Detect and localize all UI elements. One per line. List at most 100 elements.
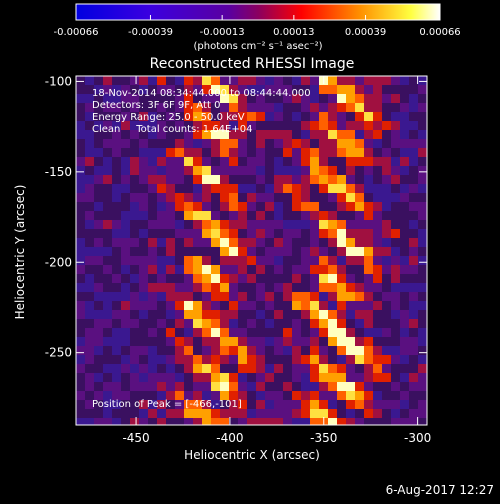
heatmap-cell (103, 220, 112, 229)
heatmap-cell (337, 355, 346, 364)
heatmap-cell (364, 400, 373, 409)
heatmap-cell (328, 157, 337, 166)
heatmap-cell (220, 220, 229, 229)
heatmap-cell (328, 328, 337, 337)
heatmap-cell (121, 157, 130, 166)
heatmap-cell (373, 328, 382, 337)
heatmap-cell (112, 283, 121, 292)
heatmap-cell (256, 355, 265, 364)
heatmap-cell (400, 373, 409, 382)
heatmap-cell (112, 85, 121, 94)
heatmap-cell (148, 175, 157, 184)
heatmap-cell (256, 193, 265, 202)
heatmap-cell (211, 157, 220, 166)
heatmap-cell (292, 85, 301, 94)
heatmap-cell (310, 238, 319, 247)
heatmap-cell (310, 346, 319, 355)
heatmap-cell (265, 193, 274, 202)
heatmap-cell (256, 229, 265, 238)
heatmap-cell (103, 400, 112, 409)
heatmap-cell (103, 373, 112, 382)
heatmap-cell (310, 184, 319, 193)
heatmap-cell (301, 94, 310, 103)
heatmap-cell (337, 319, 346, 328)
heatmap-cell (274, 175, 283, 184)
heatmap-cell (193, 229, 202, 238)
heatmap-cell (121, 112, 130, 121)
heatmap-cell (310, 328, 319, 337)
heatmap-cell (103, 139, 112, 148)
heatmap-cell (220, 346, 229, 355)
heatmap-cell (148, 418, 157, 425)
heatmap-cell (247, 328, 256, 337)
heatmap-cell (85, 130, 94, 139)
heatmap-cell (130, 247, 139, 256)
heatmap-cell (310, 391, 319, 400)
heatmap-cell (130, 310, 139, 319)
heatmap-cell (85, 274, 94, 283)
heatmap-cell (319, 175, 328, 184)
heatmap-cell (346, 274, 355, 283)
heatmap-cell (391, 211, 400, 220)
heatmap-cell (346, 391, 355, 400)
heatmap-cell (76, 346, 85, 355)
heatmap-cell (184, 256, 193, 265)
heatmap-cell (382, 337, 391, 346)
heatmap-cell (337, 265, 346, 274)
heatmap-cell (166, 409, 175, 418)
heatmap-cell (130, 184, 139, 193)
heatmap-cell (220, 256, 229, 265)
heatmap-cell (139, 121, 148, 130)
heatmap-cell (130, 274, 139, 283)
heatmap-cell (382, 220, 391, 229)
heatmap-cell (175, 103, 184, 112)
heatmap-cell (283, 139, 292, 148)
heatmap-cell (409, 391, 418, 400)
heatmap-cell (265, 166, 274, 175)
heatmap-cell (418, 157, 427, 166)
chart-title: Reconstructed RHESSI Image (150, 56, 355, 72)
heatmap-cell (202, 382, 211, 391)
heatmap-cell (202, 418, 211, 425)
heatmap-cell (121, 175, 130, 184)
heatmap-cell (418, 130, 427, 139)
heatmap-cell (319, 130, 328, 139)
heatmap-cell (283, 157, 292, 166)
heatmap-cell (256, 274, 265, 283)
heatmap-cell (130, 166, 139, 175)
heatmap-cell (247, 238, 256, 247)
heatmap-cell (157, 238, 166, 247)
heatmap-cell (103, 391, 112, 400)
heatmap-cell (112, 355, 121, 364)
heatmap-cell (121, 211, 130, 220)
heatmap-cell (274, 310, 283, 319)
heatmap-cell (148, 337, 157, 346)
heatmap-cell (130, 373, 139, 382)
heatmap-cell (166, 400, 175, 409)
heatmap-cell (148, 256, 157, 265)
heatmap-cell (157, 166, 166, 175)
heatmap-cell (346, 76, 355, 85)
heatmap-cell (418, 121, 427, 130)
heatmap-cell (391, 139, 400, 148)
heatmap-cell (400, 148, 409, 157)
heatmap-cell (301, 346, 310, 355)
heatmap-cell (355, 256, 364, 265)
heatmap-cell (148, 283, 157, 292)
heatmap-cell (274, 166, 283, 175)
heatmap-cell (166, 238, 175, 247)
colorbar-tick-label: 0.00013 (273, 27, 314, 38)
heatmap-cell (184, 310, 193, 319)
heatmap-cell (256, 157, 265, 166)
heatmap-cell (409, 148, 418, 157)
heatmap-cell (247, 148, 256, 157)
heatmap-cell (76, 238, 85, 247)
heatmap-cell (247, 292, 256, 301)
heatmap-cell (130, 94, 139, 103)
heatmap-cell (121, 256, 130, 265)
heatmap-cell (247, 130, 256, 139)
heatmap-cell (319, 319, 328, 328)
heatmap-cell (103, 283, 112, 292)
heatmap-cell (391, 391, 400, 400)
heatmap-cell (85, 238, 94, 247)
